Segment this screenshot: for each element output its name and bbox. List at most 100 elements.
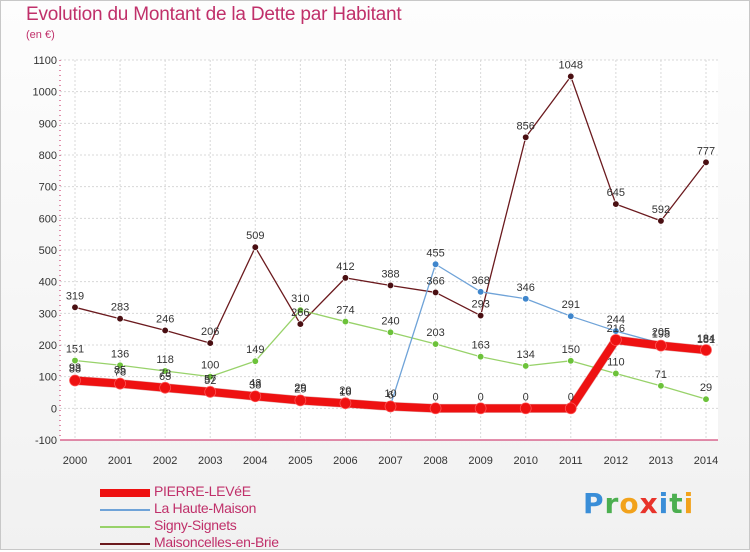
data-point xyxy=(476,288,485,296)
y-tick-label: 0 xyxy=(51,403,57,415)
data-label: 134 xyxy=(517,349,535,361)
data-point xyxy=(116,315,124,323)
data-point xyxy=(431,260,440,268)
data-label: 184 xyxy=(697,333,715,345)
data-label: 266 xyxy=(291,307,309,319)
data-point xyxy=(567,357,575,365)
logo-letter: i xyxy=(683,487,695,520)
y-tick-label: 200 xyxy=(39,340,57,352)
data-point xyxy=(206,373,214,381)
data-point xyxy=(657,382,665,390)
x-tick-label: 2006 xyxy=(333,455,357,467)
data-label: 1048 xyxy=(559,59,583,71)
data-label: 57 xyxy=(204,373,216,385)
data-point xyxy=(69,374,81,387)
x-tick-label: 2005 xyxy=(288,455,312,467)
logo-letter: t xyxy=(669,487,684,520)
chart-title: Evolution du Montant de la Dette par Hab… xyxy=(26,4,402,25)
data-label: 310 xyxy=(291,293,309,305)
legend-swatch xyxy=(100,489,150,497)
data-label: 118 xyxy=(156,354,174,366)
data-point xyxy=(251,357,259,365)
data-label: 0 xyxy=(523,391,529,403)
data-point xyxy=(294,394,307,407)
legend-label: Signy-Signets xyxy=(154,517,237,533)
x-tick-label: 2003 xyxy=(198,455,222,467)
data-point xyxy=(251,243,259,251)
data-label: 856 xyxy=(517,120,535,132)
data-point xyxy=(476,311,485,320)
data-point xyxy=(386,281,395,290)
data-point xyxy=(702,158,710,166)
data-point xyxy=(522,295,530,303)
legend-swatch xyxy=(100,509,150,511)
data-label: 85 xyxy=(114,364,126,376)
x-tick-label: 2004 xyxy=(243,455,267,467)
chart-unit-label: (en €) xyxy=(26,29,55,41)
x-tick-label: 2009 xyxy=(468,455,492,467)
y-tick-label: 1100 xyxy=(33,55,57,67)
data-label: 366 xyxy=(426,275,444,287)
data-label: 52 xyxy=(204,375,216,387)
data-point xyxy=(161,326,169,335)
data-label: 29 xyxy=(700,382,712,394)
y-tick-label: 500 xyxy=(39,245,57,257)
data-point xyxy=(519,402,532,415)
data-point xyxy=(161,367,169,375)
data-label: 150 xyxy=(562,344,580,356)
x-tick-label: 2008 xyxy=(423,455,447,467)
data-point xyxy=(249,390,262,403)
legend-label: PIERRE-LEVéE xyxy=(154,483,251,499)
data-label: 181 xyxy=(697,334,715,346)
data-point xyxy=(522,362,530,370)
data-label: 149 xyxy=(246,344,264,356)
data-label: 388 xyxy=(381,268,399,280)
y-tick-label: 800 xyxy=(39,150,57,162)
data-label: 293 xyxy=(471,299,489,311)
legend-label: La Haute-Maison xyxy=(154,500,257,516)
logo-letter: r xyxy=(604,487,620,520)
legend-swatch xyxy=(100,526,150,528)
data-label: 246 xyxy=(156,313,174,325)
y-tick-label: 1000 xyxy=(33,87,57,99)
data-point xyxy=(71,356,79,365)
data-label: 136 xyxy=(111,348,129,360)
data-label: 71 xyxy=(655,369,667,381)
data-point xyxy=(476,353,485,361)
data-point xyxy=(71,303,79,311)
data-point xyxy=(384,400,397,413)
data-point xyxy=(564,402,577,415)
data-point xyxy=(702,395,710,403)
logo-letter: i xyxy=(658,487,670,520)
data-point xyxy=(655,339,667,352)
logo-letter: o xyxy=(619,487,640,520)
data-point xyxy=(296,320,305,328)
data-label: 283 xyxy=(111,302,129,314)
data-label: 0 xyxy=(568,391,574,403)
data-point xyxy=(700,344,712,356)
data-point xyxy=(204,386,217,398)
data-label: 110 xyxy=(607,357,625,369)
data-label: 412 xyxy=(336,261,354,273)
data-label: 244 xyxy=(607,314,625,326)
data-point xyxy=(567,312,575,320)
data-label: 206 xyxy=(201,326,219,338)
data-label: 38 xyxy=(249,379,261,391)
data-label: 73 xyxy=(159,368,171,380)
data-label: 274 xyxy=(336,305,354,317)
data-point xyxy=(474,402,487,415)
data-label: 455 xyxy=(426,247,444,259)
data-label: 6 xyxy=(387,389,393,401)
data-point xyxy=(657,217,665,225)
y-tick-label: 400 xyxy=(39,277,57,289)
data-label: 100 xyxy=(201,360,219,372)
data-point xyxy=(296,306,305,314)
data-point xyxy=(341,317,350,326)
x-tick-label: 2013 xyxy=(649,455,673,467)
data-label: 16 xyxy=(339,386,351,398)
data-label: 205 xyxy=(652,326,670,338)
data-label: 203 xyxy=(426,327,444,339)
data-label: 25 xyxy=(294,383,306,395)
data-point xyxy=(159,381,171,394)
